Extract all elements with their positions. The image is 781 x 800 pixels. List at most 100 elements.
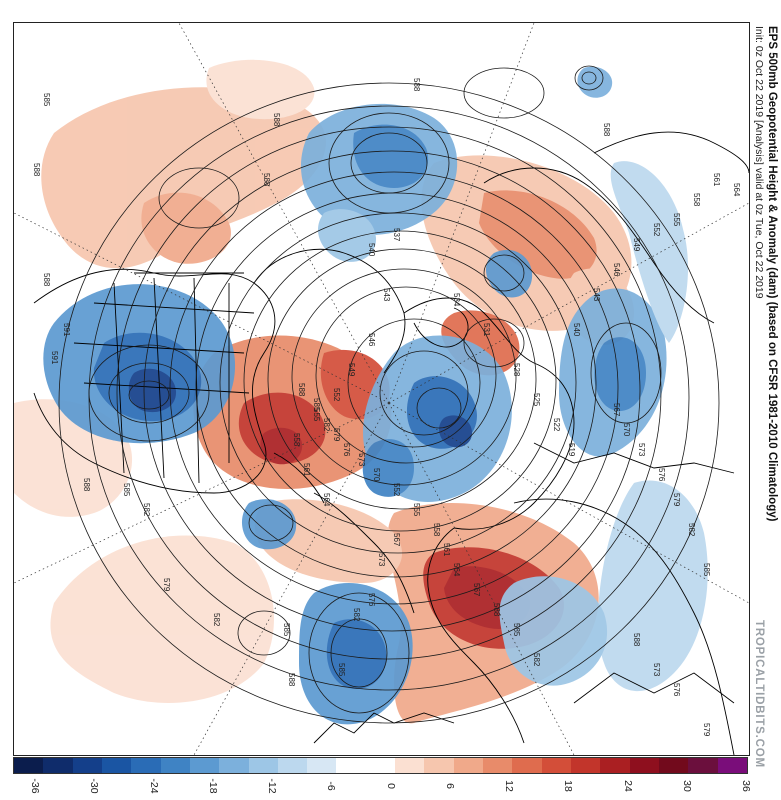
contour-label: 573 <box>637 443 646 457</box>
colorbar-tick-label: 24 <box>621 780 634 792</box>
contour-label: 522 <box>552 418 561 432</box>
contour-label: 585 <box>42 93 51 107</box>
contour-label: 582 <box>322 418 331 432</box>
negative-anomaly-shading <box>43 66 708 725</box>
contour-label: 576 <box>367 593 376 607</box>
contour-label: 582 <box>212 613 221 627</box>
colorbar-tick-label: 30 <box>680 780 693 792</box>
colorbar-tick-label: -6 <box>325 781 338 791</box>
colorbar-cell <box>541 758 571 773</box>
contour-label: 561 <box>442 543 451 557</box>
contour-label: 558 <box>692 193 701 207</box>
contour-label: 585 <box>702 563 711 577</box>
contour-label: 582 <box>142 503 151 517</box>
contour-label: 585 <box>282 623 291 637</box>
contour-label: 567 <box>612 403 621 417</box>
contour-label: 585 <box>337 663 346 677</box>
colorbar-tick-label: -24 <box>147 778 160 794</box>
colorbar-tick-label: 36 <box>740 780 752 792</box>
colorbar-tick-label: 0 <box>384 783 397 789</box>
colorbar-cell <box>336 758 366 773</box>
contour-label: 528 <box>512 363 521 377</box>
contour-label: 549 <box>347 363 356 377</box>
contour-label: 588 <box>297 383 306 397</box>
contour-label: 546 <box>367 333 376 347</box>
colorbar-cell <box>248 758 278 773</box>
contour-label: 555 <box>312 408 321 422</box>
contour-label: 561 <box>302 463 311 477</box>
colorbar-cell <box>570 758 601 773</box>
contour-label: 588 <box>632 633 641 647</box>
colorbar-cell <box>160 758 190 773</box>
contour-label: 531 <box>482 323 491 337</box>
contour-label: 585 <box>122 483 131 497</box>
contour-label: 576 <box>672 683 681 697</box>
contour-label: 573 <box>377 553 386 567</box>
contour-label: 564 <box>452 563 461 577</box>
contour-label: 588 <box>32 163 41 177</box>
contour-label: 579 <box>162 578 171 592</box>
contour-label: 558 <box>432 523 441 537</box>
contour-label: 567 <box>392 533 401 547</box>
contour-label: 573 <box>652 663 661 677</box>
colorbar-tick-label: -12 <box>266 778 278 794</box>
colorbar-tick-label: -18 <box>206 778 219 794</box>
contour-label: 579 <box>702 723 711 737</box>
contour-label: 534 <box>452 293 461 307</box>
colorbar-cell <box>219 758 249 773</box>
colorbar-cell <box>600 758 630 773</box>
colorbar-cell <box>658 758 689 773</box>
contour-label: 588 <box>602 123 611 137</box>
colorbar-cell <box>131 758 161 773</box>
lat-lon-grid <box>14 23 749 755</box>
colorbar-cell <box>277 758 308 773</box>
colorbar-tick-label: 6 <box>443 783 456 789</box>
colorbar-cell <box>717 758 747 773</box>
contour-label: 519 <box>567 443 576 457</box>
colorbar-cell <box>453 758 483 773</box>
colorbar-cell <box>43 758 73 773</box>
contour-label: 540 <box>572 323 581 337</box>
contour-label: 540 <box>367 243 376 257</box>
contour-label: 543 <box>382 288 391 302</box>
contour-label: 525 <box>532 393 541 407</box>
map-panel: 585 588 588 588 588 588 588 591 591 588 585 582 579 5… <box>13 22 750 756</box>
contour-label: 579 <box>332 428 341 442</box>
colorbar-cell <box>395 758 425 773</box>
contour-label: 552 <box>652 223 661 237</box>
map-subtitle: Init: 0z Oct 22 2019 [Analysis] valid at… <box>753 26 765 299</box>
contour-label: 570 <box>372 468 381 482</box>
contour-label: 564 <box>322 493 331 507</box>
contour-label: 573 <box>357 453 366 467</box>
colorbar-cell <box>189 758 220 773</box>
contour-label: 576 <box>657 468 666 482</box>
colorbar-tick-label: -30 <box>88 778 101 794</box>
contour-label: 585 <box>312 398 321 412</box>
contour-label: 585 <box>512 623 521 637</box>
contour-label: 588 <box>412 78 421 92</box>
colorbar-cell <box>307 758 337 773</box>
contour-label: 588 <box>287 673 296 687</box>
contour-label: 558 <box>292 433 301 447</box>
contour-label: 582 <box>352 608 361 622</box>
colorbar-cell <box>365 758 396 773</box>
contour-label: 552 <box>332 388 341 402</box>
map-title-block: EPS 500mb Geopotential Height & Anomaly … <box>752 26 780 521</box>
colorbar-tick-label: 12 <box>503 780 515 792</box>
contour-label: 555 <box>672 213 681 227</box>
colorbar-cell <box>72 758 102 773</box>
contour-label: 588 <box>42 273 51 287</box>
contour-label: 570 <box>622 423 631 437</box>
contour-label: 543 <box>592 288 601 302</box>
map-title: EPS 500mb Geopotential Height & Anomaly … <box>766 26 778 522</box>
contour-label: 546 <box>612 263 621 277</box>
height-contours <box>58 65 720 724</box>
contour-label: 576 <box>342 443 351 457</box>
colorbar-cell <box>629 758 659 773</box>
contour-label: 561 <box>712 173 721 187</box>
colorbar-cell <box>483 758 513 773</box>
contour-label: 582 <box>532 653 541 667</box>
contour-label: 537 <box>392 228 401 242</box>
